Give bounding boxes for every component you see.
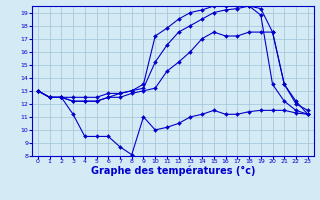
X-axis label: Graphe des températures (°c): Graphe des températures (°c) xyxy=(91,166,255,176)
